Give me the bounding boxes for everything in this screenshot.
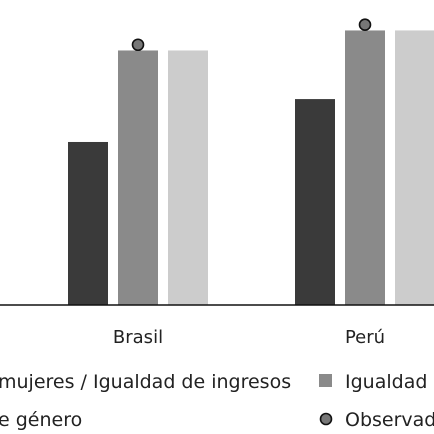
legend-label: Observad xyxy=(345,409,434,431)
x-tick-label: Perú xyxy=(345,327,385,348)
legend-swatch-square xyxy=(319,374,332,387)
x-tick-label: Brasil xyxy=(113,327,163,348)
legend-label: mujeres / Igualdad de ingresos xyxy=(0,371,291,393)
x-tick-labels: Brasil Perú xyxy=(113,327,385,348)
observed-marker-per xyxy=(358,18,372,32)
bar-brasil-s3 xyxy=(168,50,208,306)
legend-swatch-circle xyxy=(319,412,333,426)
bar-per-s1 xyxy=(295,99,335,305)
bar-brasil-s2 xyxy=(118,50,158,306)
bars-layer xyxy=(68,18,434,306)
legend-label: Igualdad xyxy=(345,371,427,393)
legend-label: e género xyxy=(0,409,82,431)
bar-per-s2 xyxy=(345,30,385,305)
observed-marker-brasil xyxy=(131,38,145,52)
bar-brasil-s1 xyxy=(68,141,108,305)
bar-per-s3 xyxy=(395,30,434,305)
legend: mujeres / Igualdad de ingresos Igualdad e … xyxy=(0,371,434,431)
